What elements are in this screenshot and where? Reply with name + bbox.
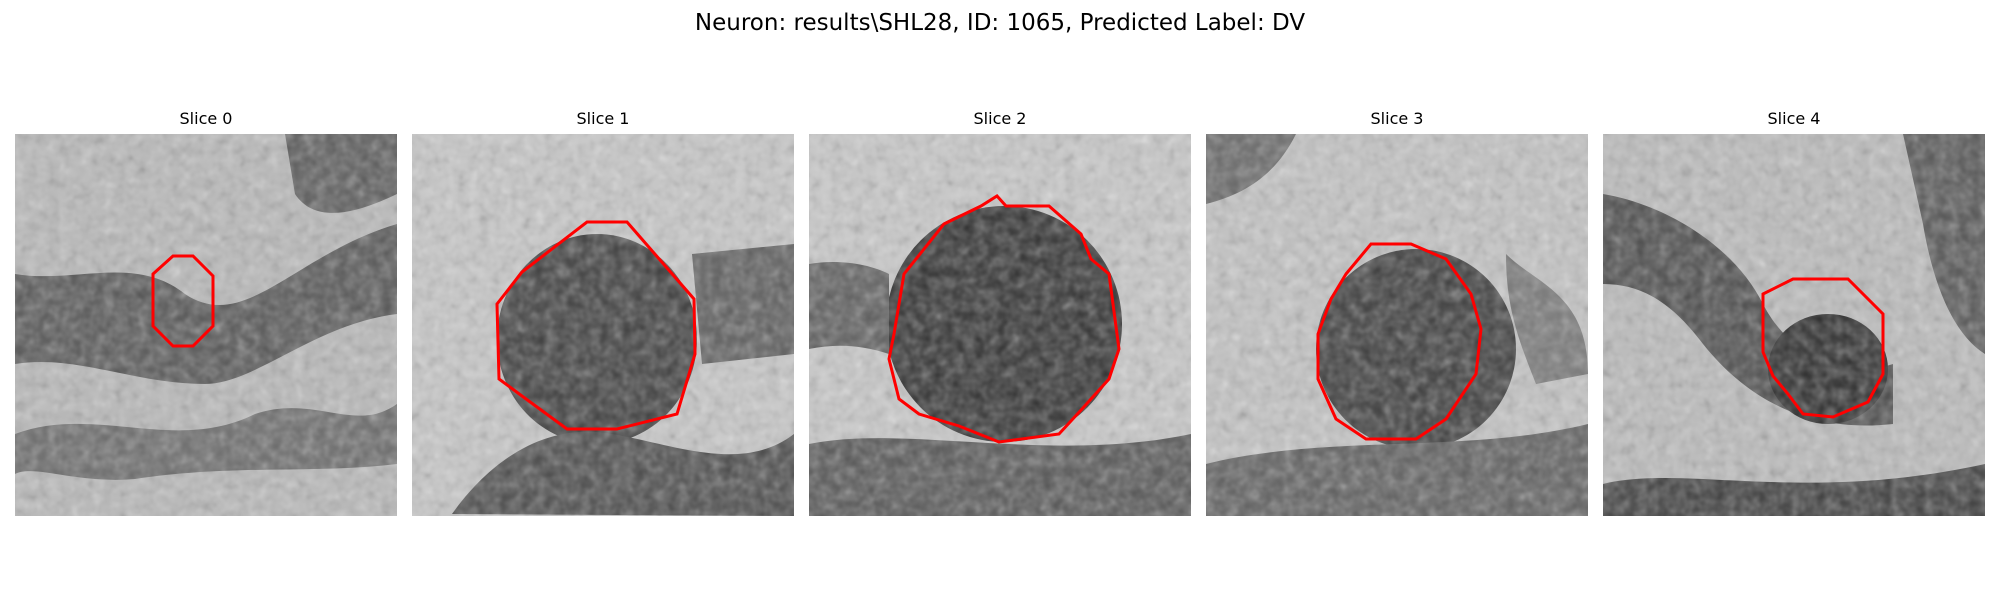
slice-image: [412, 134, 794, 516]
neuron-contour: [1316, 242, 1483, 441]
slice-image-graphic: [1603, 134, 1985, 516]
neuron-contour: [495, 220, 697, 431]
slice-title: Slice 4: [1767, 109, 1821, 128]
slice-image: [1603, 134, 1985, 516]
neuron-contour: [887, 194, 1121, 444]
slice-image: [809, 134, 1191, 516]
slice-title: Slice 1: [576, 109, 630, 128]
slice-image-graphic: [809, 134, 1191, 516]
slice-title: Slice 2: [973, 109, 1027, 128]
slice-image-graphic: [15, 134, 397, 516]
slice-image-graphic: [1206, 134, 1588, 516]
neuron-contour: [1761, 277, 1885, 419]
slice-image-graphic: [412, 134, 794, 516]
slice-image: [1206, 134, 1588, 516]
neuron-contour: [151, 254, 215, 348]
figure-title: Neuron: results\SHL28, ID: 1065, Predict…: [694, 10, 1306, 36]
slice-title: Slice 3: [1370, 109, 1424, 128]
slice-image: [15, 134, 397, 516]
slice-title: Slice 0: [179, 109, 233, 128]
